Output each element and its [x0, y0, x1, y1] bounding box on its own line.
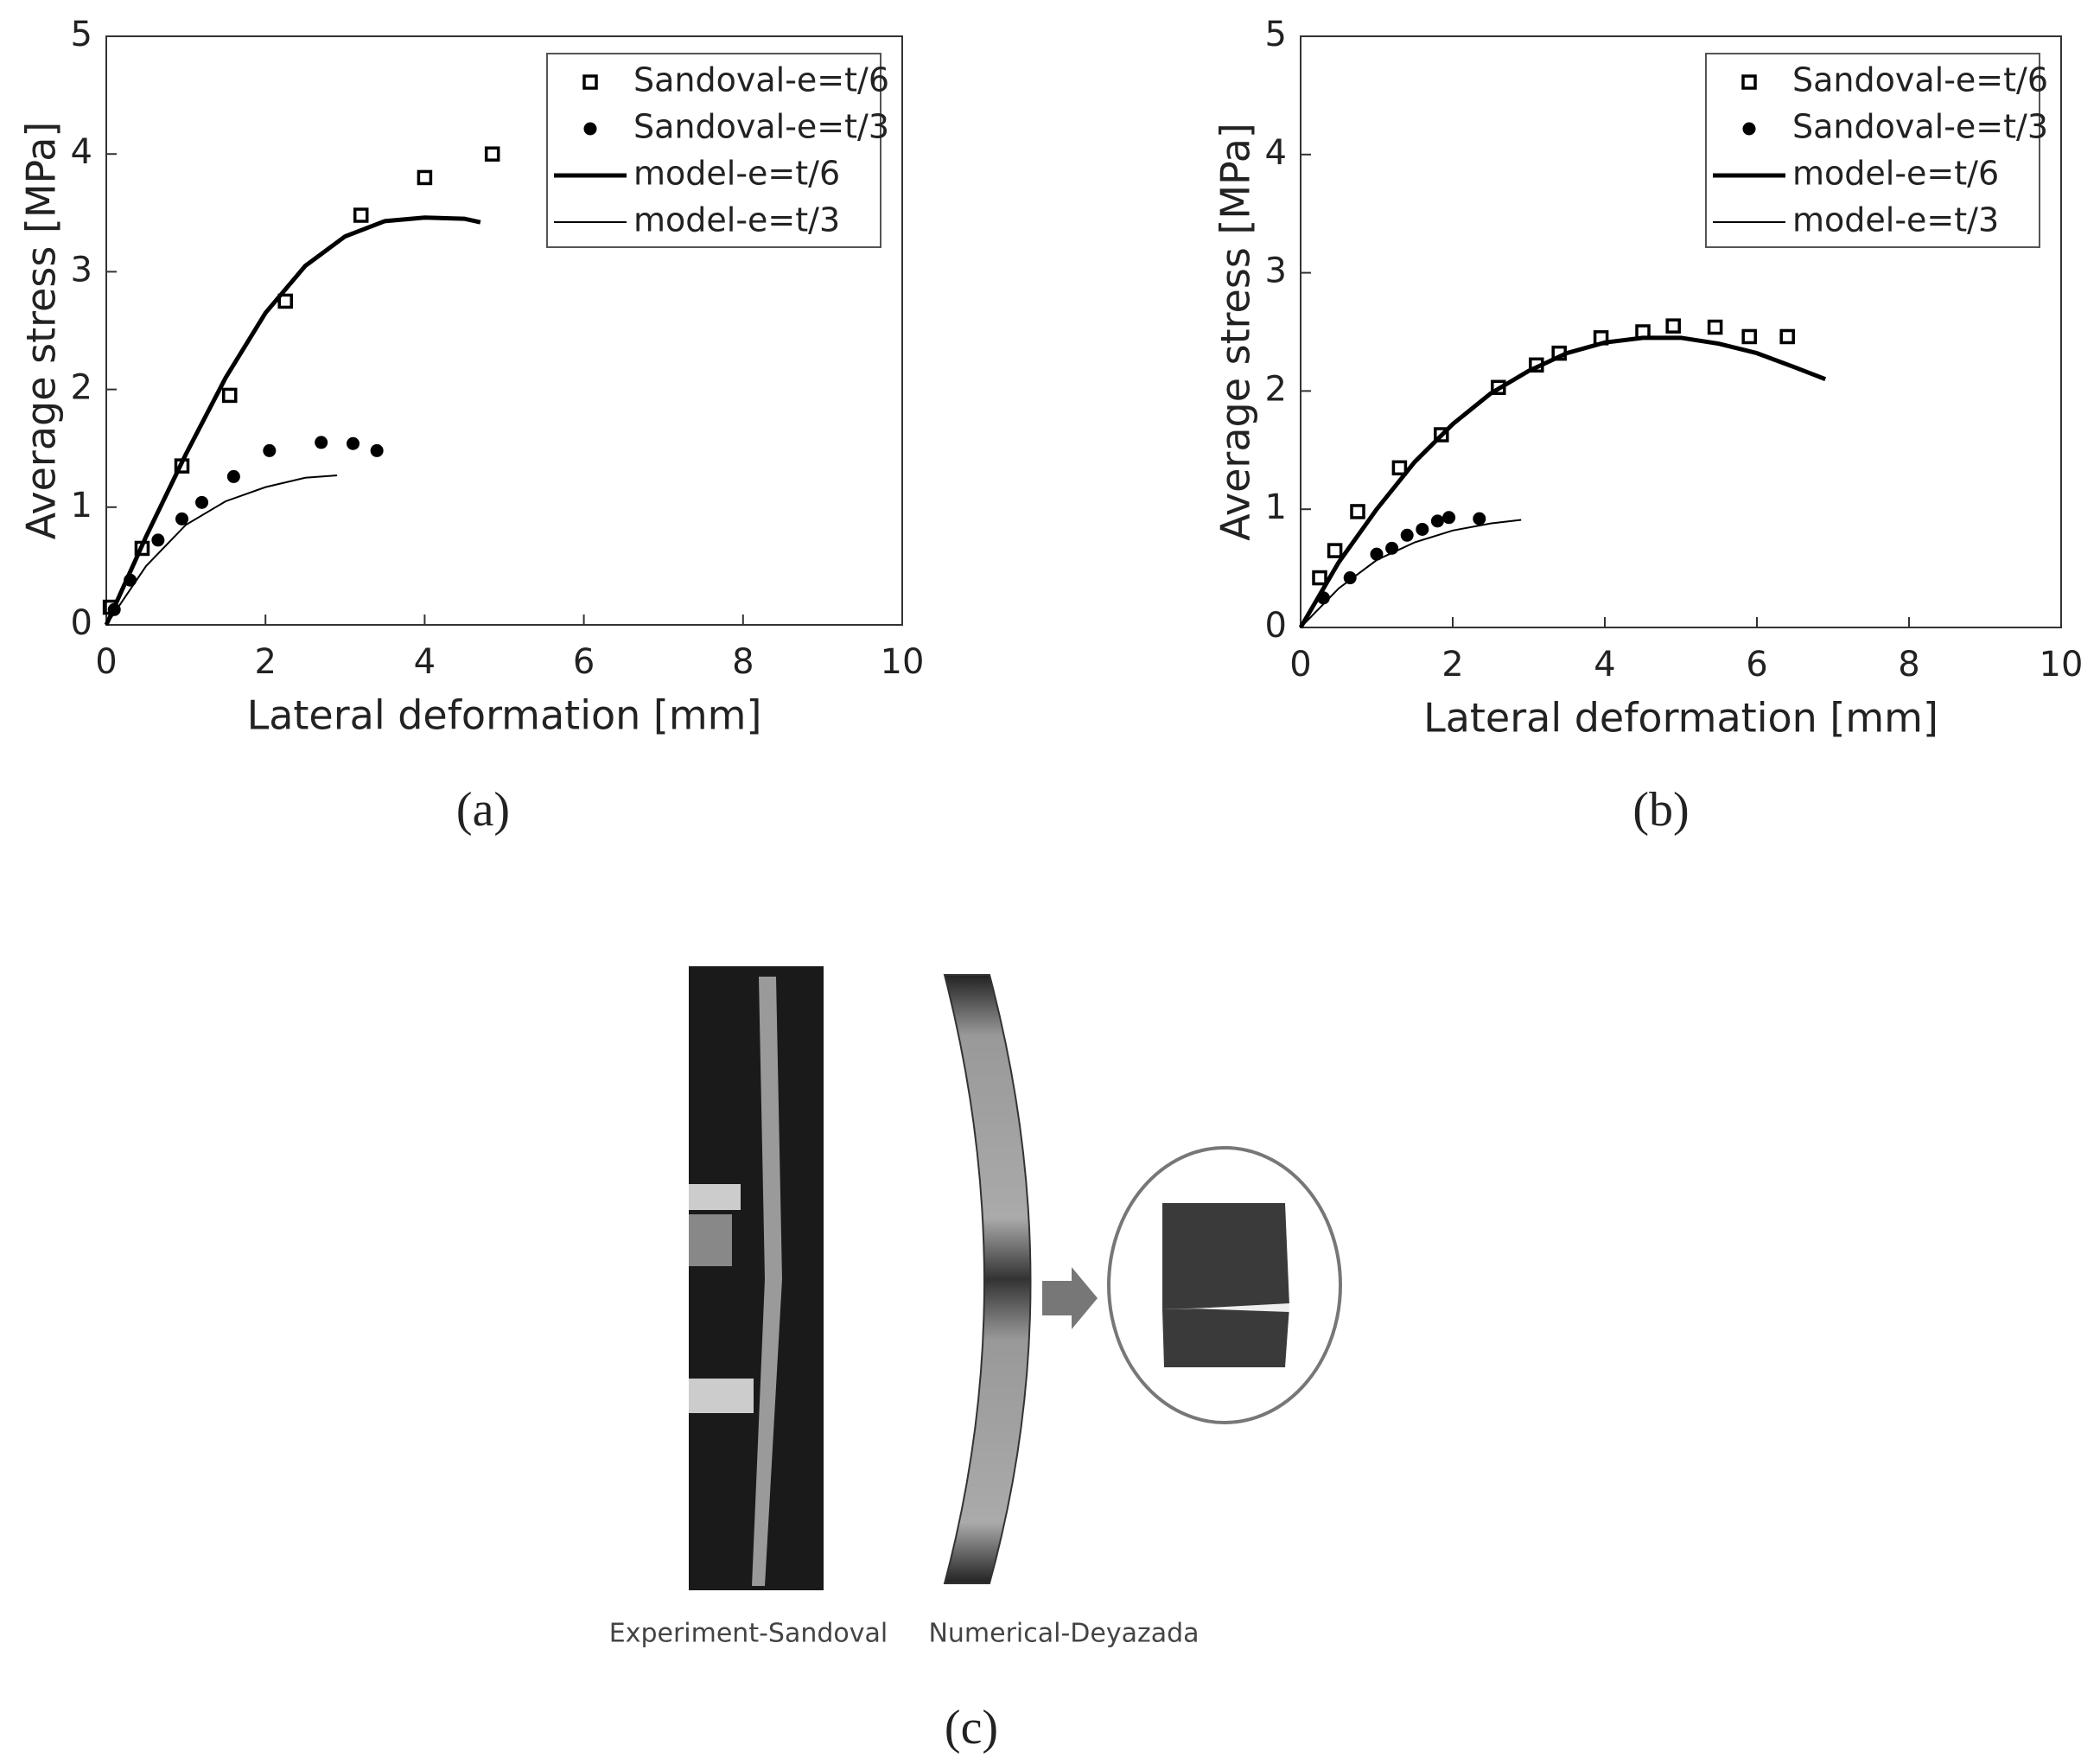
panel-caption: (c): [945, 1701, 998, 1754]
zoom-detail: [1162, 1307, 1289, 1367]
circle-marker: [1416, 522, 1429, 536]
square-marker: [1312, 570, 1327, 586]
legend: Sandoval-e=t/6 Sandoval-e=t/3 model-e=t/6 m…: [546, 53, 889, 248]
image-label: Numerical-Deyazada: [928, 1619, 1199, 1649]
arrow: [1042, 1267, 1098, 1329]
x-tick-label: 10: [881, 642, 925, 682]
legend-marker: [1742, 122, 1756, 136]
plot-frame: [105, 35, 903, 626]
circle-marker: [1343, 571, 1357, 585]
x-axis-label: Lateral deformation [mm]: [247, 692, 762, 739]
model-line: [1298, 335, 1827, 629]
photo-specimen: [752, 977, 782, 1586]
x-tick-label: 2: [254, 642, 276, 682]
square-marker: [222, 387, 238, 404]
legend-marker: [583, 122, 597, 136]
x-tick-label: 6: [1746, 645, 1767, 685]
legend-marker: [1741, 74, 1757, 90]
legend-label: Sandoval-e=t/3: [633, 108, 889, 146]
x-axis-label: Lateral deformation [mm]: [1423, 695, 1938, 742]
square-marker: [1391, 460, 1408, 476]
x-tick-label: 6: [573, 642, 595, 682]
y-tick-label: 3: [71, 250, 92, 290]
panel-caption: (a): [456, 783, 510, 837]
x-tick-label: 4: [1594, 645, 1615, 685]
y-tick-label: 3: [1265, 252, 1287, 291]
model-line: [105, 474, 338, 626]
legend-label: model-e=t/3: [1792, 201, 1999, 239]
zoom-circle: [1107, 1146, 1342, 1424]
square-marker: [1779, 328, 1795, 345]
legend-label: model-e=t/3: [633, 201, 840, 239]
y-tick-label: 5: [1265, 15, 1287, 54]
zoom-detail: [1162, 1203, 1289, 1309]
square-marker: [417, 169, 433, 186]
y-tick-label: 2: [71, 368, 92, 408]
circle-marker: [1442, 511, 1456, 525]
x-tick-label: 10: [2040, 645, 2081, 685]
square-marker: [1434, 427, 1449, 443]
square-marker: [1741, 328, 1757, 345]
circle-marker: [347, 436, 360, 450]
circle-marker: [315, 436, 328, 449]
circle-marker: [1370, 547, 1384, 561]
circle-marker: [195, 495, 209, 509]
circle-marker: [370, 443, 384, 457]
plot-frame: [1300, 35, 2062, 628]
y-tick-label: 1: [71, 486, 92, 525]
y-tick-label: 4: [1265, 133, 1287, 173]
x-tick-label: 8: [1898, 645, 1919, 685]
x-tick-label: 0: [1289, 645, 1311, 685]
chart: 0 2 4 6 8 10 0 1 2 3 4 5 Lateral deformation [mm] Ave…: [1212, 15, 2081, 837]
y-axis-label: Average stress [MPa]: [1212, 123, 1259, 541]
legend-label: Sandoval-e=t/3: [1792, 108, 2048, 146]
circle-marker: [226, 469, 240, 483]
circle-marker: [151, 533, 165, 547]
legend-box: [546, 53, 881, 248]
circle-marker: [1473, 512, 1486, 525]
legend-label: model-e=t/6: [633, 155, 840, 193]
square-marker: [353, 207, 369, 223]
square-marker: [1707, 319, 1723, 335]
x-tick-label: 8: [732, 642, 754, 682]
y-tick-label: 5: [71, 15, 92, 54]
model-line: [104, 215, 481, 627]
square-marker: [1327, 543, 1343, 558]
y-tick-label: 4: [71, 132, 92, 172]
circle-marker: [1400, 528, 1414, 542]
legend-label: Sandoval-e=t/6: [1792, 61, 2048, 99]
y-axis-label: Average stress [MPa]: [18, 122, 65, 540]
square-marker: [484, 146, 500, 162]
legend-marker: [582, 74, 598, 90]
legend: Sandoval-e=t/6 Sandoval-e=t/3 model-e=t/6 m…: [1705, 53, 2048, 248]
y-tick-label: 0: [1265, 606, 1287, 646]
square-marker: [1665, 318, 1681, 334]
circle-marker: [263, 443, 277, 457]
photo-detail: [689, 1214, 732, 1266]
x-tick-label: 0: [95, 642, 117, 682]
image-label: Experiment-Sandoval: [609, 1619, 888, 1649]
circle-marker: [175, 512, 188, 525]
chart: 0 2 4 6 8 10 0 1 2 3 4 5 Lateral deformation [mm] Ave…: [18, 15, 925, 837]
zoom-crack: [1193, 1303, 1289, 1312]
legend-label: Sandoval-e=t/6: [633, 61, 889, 99]
x-tick-label: 2: [1441, 645, 1463, 685]
panel-caption: (b): [1632, 783, 1689, 837]
y-tick-label: 2: [1265, 369, 1287, 409]
legend-box: [1705, 53, 2040, 248]
y-tick-label: 1: [1265, 487, 1287, 527]
numerical-beam: [943, 974, 1032, 1584]
circle-marker: [1430, 514, 1444, 528]
photo-detail: [689, 1184, 741, 1210]
square-marker: [277, 293, 293, 309]
figure-c: Experiment-Sandoval Numerical-Deyazada (…: [609, 966, 1342, 1754]
x-tick-label: 4: [414, 642, 436, 682]
square-marker: [1350, 504, 1365, 519]
y-tick-label: 0: [71, 603, 92, 643]
model-line: [1300, 519, 1522, 628]
legend-label: model-e=t/6: [1792, 155, 1999, 193]
photo-detail: [689, 1379, 754, 1413]
